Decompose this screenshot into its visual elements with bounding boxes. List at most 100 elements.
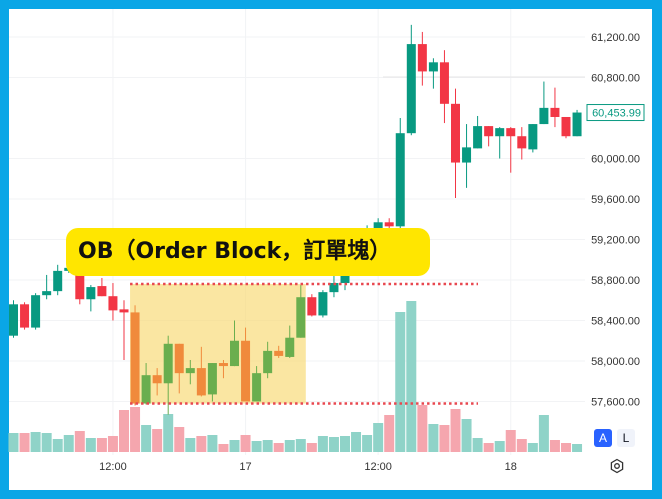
candle-body [108,296,118,311]
candle [108,283,118,321]
candle [462,124,472,188]
candle [196,346,206,397]
volume-bar [107,436,118,452]
candle [428,58,438,89]
price-tick-label: 58,400.00 [591,316,640,328]
candle-body [42,291,52,296]
candle [86,285,96,312]
candle-body [53,270,63,292]
candle-body [506,128,516,137]
candle-body [141,375,151,404]
candle-body [439,62,449,104]
candle-body [406,44,416,134]
candle-body [241,340,251,402]
candle [318,290,328,318]
auto-scale-button[interactable]: A [594,429,612,447]
candle [439,50,449,124]
volume-bar [317,436,328,452]
last-price-box [586,104,645,122]
volume-bar [384,415,395,452]
volume-bar [52,439,63,452]
volume-bar [572,444,583,452]
candle [42,274,52,300]
candle-body [428,62,438,72]
candle [307,294,317,317]
volume-bar [527,443,538,452]
volume-bar [450,409,461,452]
volume-bar [494,441,505,452]
price-tick-label: 61,200.00 [591,32,640,44]
volume-bar [284,440,295,452]
candle-body [550,107,560,117]
candle-body [462,147,472,163]
volume-bar [439,425,450,452]
volume-bar [549,440,560,452]
price-tick-label: 60,000.00 [591,154,640,166]
candle [274,345,284,358]
candle [417,31,427,86]
volume-bar [295,439,306,452]
candle [517,127,527,160]
price-tick-label: 60,800.00 [591,73,640,85]
volume-bar [63,435,74,452]
candle-body [75,274,85,300]
candle [163,335,173,415]
time-tick-label: 17 [239,461,251,473]
candle-body [230,340,239,367]
log-scale-button[interactable]: L [617,429,635,447]
volume-bar [207,435,218,452]
candle [130,305,140,406]
volume-bar [417,405,428,452]
candle-body [340,273,350,284]
volume-bar [229,440,240,452]
candle-body [9,304,18,336]
candle-body [86,287,96,300]
candle [384,218,394,229]
candle [451,88,460,198]
volume-bar [306,443,317,452]
volume-bar [561,443,571,452]
candle [141,363,151,405]
price-tick-label: 59,600.00 [591,194,640,206]
price-tick-label: 58,000.00 [591,356,640,368]
volume-bar [74,431,85,452]
volume-bar [428,424,439,452]
gear-icon[interactable] [609,458,625,474]
candle [495,127,505,159]
price-tick-label: 57,600.00 [591,397,640,409]
time-tick-label: 18 [505,461,517,473]
candle-body [163,343,173,384]
volume-bar [8,433,19,452]
candle [20,302,30,330]
volume-bar [373,423,384,452]
candle-body [561,116,571,137]
candle [174,343,184,394]
candle [561,116,571,139]
volume-bar [251,441,262,452]
volume-bar [163,414,174,452]
candle-body [20,304,30,328]
candle-body [528,124,538,150]
time-tick-label: 12:00 [99,461,127,473]
candle [53,264,63,296]
candle-body [395,133,405,227]
volume-bar [240,435,251,452]
candle [241,327,251,402]
candle-body [484,126,494,137]
volume-bar [130,407,141,452]
candle [406,24,416,136]
volume-bar [395,312,406,452]
candle [285,325,295,358]
volume-bar [30,432,41,452]
candle-body [417,44,427,72]
candle [473,115,483,149]
candle-body [97,286,107,297]
candle-body [384,222,394,227]
volume-bar [538,415,549,452]
candle-body [207,363,217,395]
candle [230,320,239,367]
candle [484,126,494,147]
candle [31,293,41,330]
price-tick-label: 58,800.00 [591,275,640,287]
